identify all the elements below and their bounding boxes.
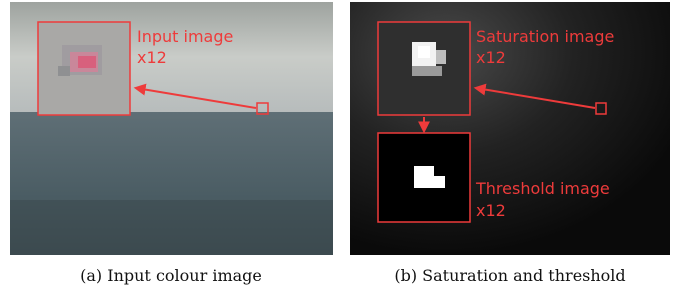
threshold-box xyxy=(378,133,470,222)
zoom-scale: x12 xyxy=(137,48,167,67)
zoom-box xyxy=(38,22,130,115)
zoom-box xyxy=(378,22,470,115)
caption: (b) Saturation and threshold xyxy=(394,266,625,285)
zoom-title: Input image xyxy=(137,27,233,46)
zoom-title: Threshold image xyxy=(475,179,610,198)
caption: (a) Input colour image xyxy=(80,266,262,285)
zoom-scale: x12 xyxy=(476,48,506,67)
figure: Input image x12 (a) Input colour image S… xyxy=(0,0,681,291)
zoom-scale: x12 xyxy=(476,201,506,220)
zoom-title: Saturation image xyxy=(476,27,614,46)
